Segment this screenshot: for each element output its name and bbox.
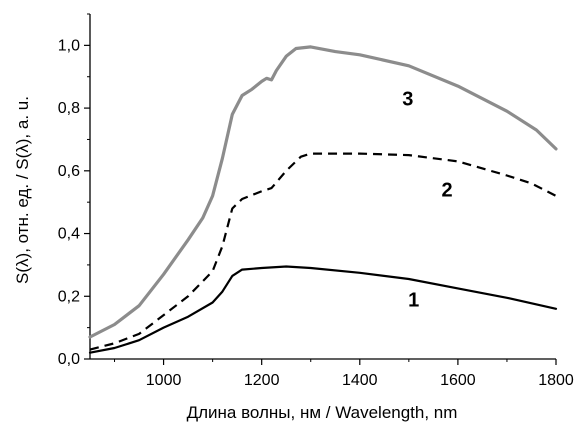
series-2-label: 2 — [442, 180, 453, 202]
y-tick-label: 0,6 — [58, 163, 80, 180]
y-axis-title: S(λ), отн. ед. / S(λ), a. u. — [13, 96, 32, 284]
series-3-label: 3 — [402, 89, 413, 111]
y-tick-label: 0,4 — [58, 226, 80, 243]
x-tick-label: 1200 — [244, 372, 280, 389]
x-tick-label: 1800 — [538, 372, 574, 389]
y-tick-label: 0,0 — [58, 351, 80, 368]
y-tick-label: 0,8 — [58, 100, 80, 117]
x-tick-label: 1600 — [440, 372, 476, 389]
chart-axes: 0,0 0,2 0,4 0,6 0,8 1,0 1000 1200 1400 1600 1800 — [58, 13, 574, 389]
y-tick-label: 0,2 — [58, 288, 80, 305]
series-2-line — [89, 152, 557, 351]
series-1-label: 1 — [408, 289, 419, 311]
chart-series — [88, 45, 558, 354]
series-3-line — [88, 45, 558, 339]
x-tick-label: 1000 — [146, 372, 182, 389]
x-axis-title: Длина волны, нм / Wavelength, nm — [187, 403, 458, 422]
series-1-line — [88, 265, 558, 354]
chart-curve-labels: 1 2 3 — [402, 89, 452, 312]
x-tick-label: 1400 — [342, 372, 378, 389]
y-tick-label: 1,0 — [58, 37, 80, 54]
